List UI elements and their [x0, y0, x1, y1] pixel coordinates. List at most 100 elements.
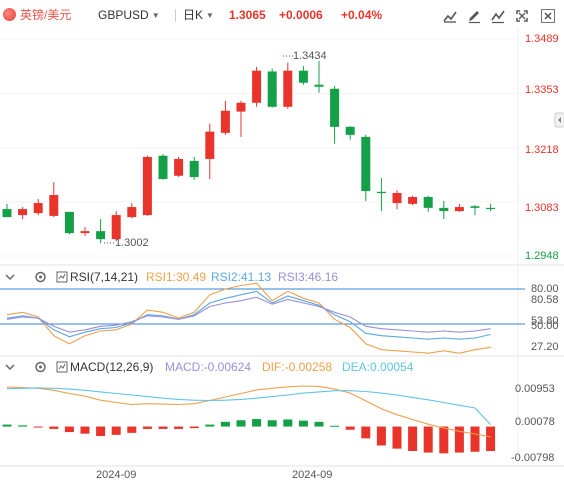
macd-histogram-bar: [361, 426, 371, 439]
macd-histogram-bar: [298, 420, 308, 427]
price-axis-label: 1.3083: [525, 202, 559, 214]
last-price: 1.3065: [229, 8, 266, 22]
macd-axis-label: 0.00078: [515, 416, 555, 428]
rsi2-line: [6, 290, 491, 340]
chevron-down-icon: ▼: [206, 11, 214, 20]
x-axis-label: 2024-09: [96, 469, 137, 481]
candle-body: [96, 231, 106, 240]
candle-body: [127, 207, 137, 218]
candle-body: [236, 102, 246, 112]
price-change: +0.0006: [279, 8, 323, 22]
rsi-axis-label: 80.00: [531, 283, 559, 295]
candle-body: [33, 203, 43, 214]
high-price-annotation: 1.3434: [293, 50, 327, 62]
indicator-badge-icon: [56, 359, 68, 379]
macd-histogram-bar: [454, 426, 464, 453]
rsi1-line: [6, 282, 491, 354]
macd-histogram-bar: [423, 426, 433, 453]
candle-body: [267, 71, 277, 107]
macd-histogram-bar: [64, 426, 74, 433]
candle-body: [142, 156, 152, 216]
collapse-icon[interactable]: [4, 359, 16, 379]
candle-body: [408, 197, 418, 204]
macd-histogram-bar: [314, 421, 324, 427]
candle-body: [205, 131, 215, 159]
dif-value: DIF:-0.00258: [262, 360, 333, 374]
candle-body: [330, 88, 340, 127]
macd-histogram-bar: [236, 420, 246, 427]
macd-histogram-bar: [392, 426, 402, 449]
settings-icon[interactable]: [34, 359, 47, 379]
indicator-badge-icon: [56, 269, 68, 289]
indicator-icon[interactable]: [490, 8, 506, 24]
macd-histogram-bar: [330, 425, 340, 427]
macd-histogram-bar: [80, 426, 90, 434]
macd-histogram-bar: [267, 420, 277, 427]
candle-body: [423, 197, 433, 208]
expand-icon[interactable]: [554, 112, 564, 128]
candle-body: [64, 211, 74, 234]
candle-body: [345, 126, 355, 135]
rsi3-value: RSI3:46.16: [278, 270, 339, 284]
price-axis-label: 1.3218: [525, 144, 559, 156]
macd-histogram-bar: [220, 421, 230, 427]
price-axis-label: 1.3353: [525, 84, 559, 96]
symbol-code: GBPUSD: [98, 8, 149, 22]
macd-histogram-bar: [486, 426, 496, 451]
candle-body: [80, 231, 90, 234]
candle-body: [158, 155, 168, 179]
symbol-selector[interactable]: GBPUSD ▼: [98, 7, 160, 23]
macd-histogram-bar: [345, 426, 355, 430]
macd-histogram-bar: [158, 426, 168, 429]
close-icon[interactable]: [540, 8, 556, 24]
dif-line: [6, 385, 491, 438]
toolbar-divider: [175, 9, 176, 22]
candle-body: [189, 160, 199, 177]
macd-axis-label: -0.00798: [511, 452, 555, 464]
macd-axis-label: 0.00953: [515, 383, 555, 395]
rsi-axis-label: 27.20: [531, 341, 559, 353]
price-axis-label: 1.3489: [525, 33, 559, 45]
candle-body: [470, 206, 480, 208]
period-selector[interactable]: 日K ▼: [183, 7, 214, 23]
macd-histogram-bar: [96, 426, 106, 437]
macd-histogram-bar: [252, 419, 262, 427]
candle-body: [111, 215, 121, 240]
macd-histogram-bar: [376, 426, 386, 446]
candle-body: [392, 193, 402, 204]
macd-title[interactable]: MACD(12,26,9): [70, 360, 154, 374]
dea-line: [6, 387, 492, 425]
macd-value: MACD:-0.00624: [165, 360, 252, 374]
macd-histogram-bar: [18, 425, 28, 427]
symbol-name[interactable]: 英镑/美元: [20, 8, 72, 22]
macd-histogram-bar: [283, 419, 293, 427]
candle-body: [439, 207, 449, 212]
macd-histogram-bar: [408, 426, 418, 451]
candle-body: [2, 209, 12, 218]
period-label: 日K: [183, 8, 204, 22]
rsi-axis-label: 53.80: [531, 315, 559, 327]
price-change-percent: +0.04%: [341, 8, 383, 22]
candle-body: [454, 207, 464, 212]
settings-icon[interactable]: [34, 269, 47, 289]
candle-body: [220, 110, 230, 133]
low-price-annotation: 1.3002: [115, 237, 149, 249]
candle-body: [283, 70, 293, 107]
rsi-title[interactable]: RSI(7,14,21): [70, 270, 139, 284]
collapse-icon[interactable]: [4, 269, 16, 289]
candle-body: [376, 191, 386, 194]
chart-type-icon[interactable]: [442, 8, 458, 24]
macd-histogram-bar: [189, 426, 199, 429]
rsi-axis-label: 80.58: [531, 294, 559, 306]
draw-icon[interactable]: [466, 8, 482, 24]
macd-histogram-bar: [127, 426, 137, 433]
macd-histogram-bar: [142, 426, 152, 429]
x-axis-label: 2024-09: [292, 469, 333, 481]
fullscreen-icon[interactable]: [514, 8, 530, 24]
rsi-header: RSI(7,14,21) RSI1:30.49 RSI2:41.13 RSI3:…: [4, 269, 384, 285]
candle-body: [49, 195, 59, 216]
price-axis-label: 1.2948: [525, 250, 559, 262]
chevron-down-icon: ▼: [151, 11, 160, 20]
macd-histogram-bar: [2, 424, 12, 427]
